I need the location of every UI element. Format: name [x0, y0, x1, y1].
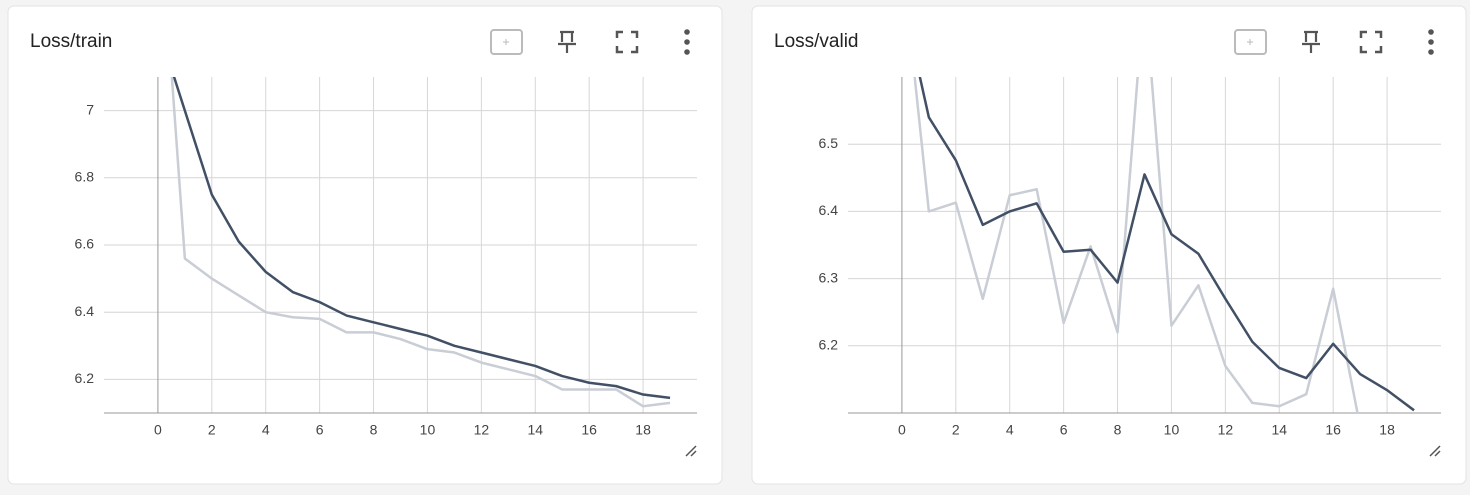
y-tick-label: 6.2: [819, 337, 839, 353]
icon: [615, 30, 639, 54]
chart-title: Loss/train: [30, 31, 112, 52]
chart-title: Loss/valid: [774, 31, 859, 52]
series-line: [170, 77, 671, 408]
icon: [1428, 39, 1434, 45]
series-line: [913, 77, 1359, 413]
y-tick-label: 6.2: [75, 370, 95, 386]
series-line: [918, 77, 1415, 412]
card-bg: [751, 5, 1467, 485]
x-tick-label: 12: [1218, 422, 1234, 438]
y-tick-label: 6.5: [819, 135, 839, 151]
x-tick-label: 12: [474, 422, 490, 438]
x-tick-label: 0: [898, 422, 906, 438]
icon: [490, 29, 523, 55]
fit-domain-button[interactable]: [1234, 29, 1267, 55]
x-tick-label: 18: [635, 422, 651, 438]
series-line: [172, 77, 671, 400]
x-tick-label: 6: [316, 422, 324, 438]
x-tick-label: 10: [420, 422, 436, 438]
y-tick-label: 6.4: [819, 202, 839, 218]
icon: [1247, 39, 1253, 45]
x-tick-label: 2: [208, 422, 216, 438]
x-tick-label: 6: [1060, 422, 1068, 438]
x-tick-label: 18: [1379, 422, 1395, 438]
x-tick-label: 16: [1325, 422, 1341, 438]
y-tick-label: 6.8: [75, 169, 95, 185]
y-tick-label: 6.3: [819, 269, 839, 285]
resize-handle[interactable]: [1429, 445, 1441, 457]
plot: [170, 77, 671, 408]
icon: [558, 30, 576, 53]
x-tick-label: 2: [952, 422, 960, 438]
icon: [1234, 29, 1267, 55]
icon: [1302, 30, 1320, 53]
x-tick-label: 14: [1271, 422, 1287, 438]
resize-handle[interactable]: [685, 445, 697, 457]
chart-card: Loss/train 6.2 6.4 6.6 6.8 7 0 2 4 6 8 10 12 14 16 18: [7, 5, 723, 485]
pin-button[interactable]: [1302, 30, 1320, 53]
pin-button[interactable]: [558, 30, 576, 53]
x-tick-label: 14: [527, 422, 543, 438]
y-tick-label: 6.4: [75, 303, 95, 319]
icon: [1428, 29, 1434, 35]
x-tick-label: 10: [1164, 422, 1180, 438]
chart-card: Loss/valid 6.2 6.3 6.4 6.5 0 2 4 6 8 10 12 14 16 18: [751, 5, 1467, 485]
fullscreen-button[interactable]: [1359, 30, 1383, 54]
menu-button[interactable]: [684, 29, 690, 55]
icon: [1359, 30, 1383, 54]
y-tick-label: 6.6: [75, 236, 95, 252]
icon: [684, 49, 690, 55]
y-tick-label: 7: [86, 101, 94, 117]
x-tick-label: 4: [262, 422, 270, 438]
plot: [913, 77, 1415, 413]
x-tick-label: 4: [1006, 422, 1014, 438]
fullscreen-button[interactable]: [615, 30, 639, 54]
icon: [503, 39, 509, 45]
icon: [684, 39, 690, 45]
x-tick-label: 8: [1114, 422, 1122, 438]
x-tick-label: 0: [154, 422, 162, 438]
x-tick-label: 8: [370, 422, 378, 438]
icon: [1428, 49, 1434, 55]
x-tick-label: 16: [581, 422, 597, 438]
icon: [684, 29, 690, 35]
menu-button[interactable]: [1428, 29, 1434, 55]
fit-domain-button[interactable]: [490, 29, 523, 55]
